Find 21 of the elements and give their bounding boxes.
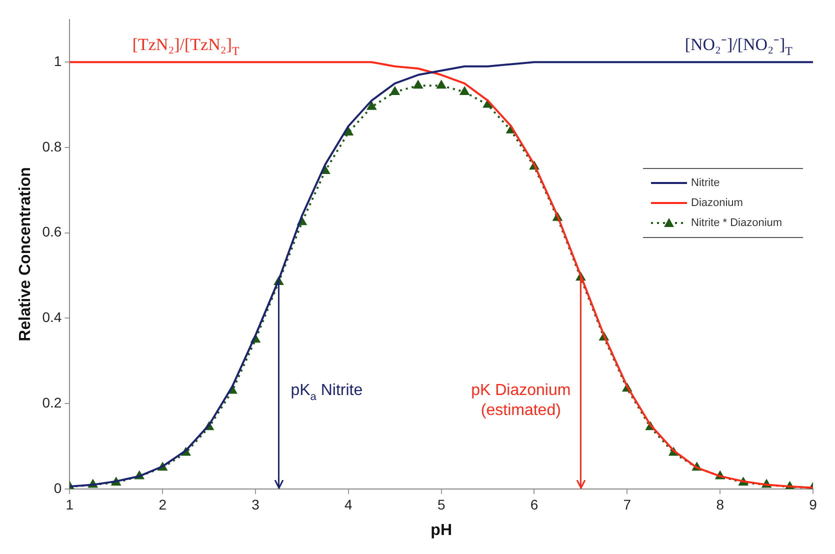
x-axis-title: pH [430, 522, 452, 539]
legend-label: Diazonium [691, 197, 743, 209]
y-tick-label: 1 [54, 52, 62, 69]
ref-line-label: pK Diazonium (estimated) [471, 382, 571, 420]
y-tick-label: 0.2 [42, 394, 62, 410]
legend-label: Nitrite * Diazonium [691, 217, 782, 229]
x-tick-label: 8 [716, 496, 724, 512]
x-tick-label: 9 [809, 496, 818, 512]
y-tick-label: 0.6 [42, 224, 62, 240]
y-tick-label: 0.4 [42, 309, 62, 326]
x-tick-label: 1 [66, 496, 74, 512]
x-tick-label: 3 [252, 496, 260, 512]
y-axis-title: Relative Concentration [17, 167, 34, 342]
x-tick-label: 7 [623, 496, 632, 512]
x-tick-label: 6 [530, 496, 538, 512]
x-tick-label: 5 [437, 496, 446, 512]
y-tick-label: 0 [54, 480, 62, 496]
y-tick-label: 0.8 [42, 138, 62, 154]
legend-label: Nitrite [691, 177, 720, 189]
x-tick-label: 4 [344, 496, 353, 512]
x-tick-label: 2 [158, 496, 167, 512]
